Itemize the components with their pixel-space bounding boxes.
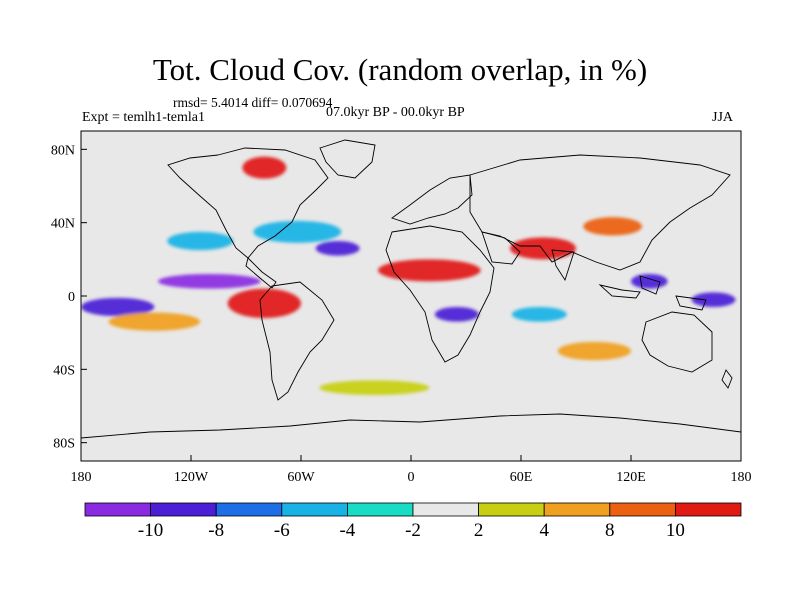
- colorbar-swatch-7: [543, 502, 611, 517]
- x-tick-label-4: 60E: [510, 470, 533, 485]
- colorbar-label-3: -4: [339, 520, 355, 541]
- y-axis: 80N 40N 0 40S 80S: [51, 143, 87, 452]
- colorbar-swatch-2: [215, 502, 283, 517]
- x-tick-label-2: 60W: [287, 470, 315, 485]
- y-tick-label-4: 80S: [53, 437, 75, 452]
- anomaly-region-12: [242, 156, 287, 179]
- colorbar-label-1: -8: [208, 520, 224, 541]
- anomaly-region-11: [691, 292, 736, 307]
- colorbar-swatch-1: [150, 502, 217, 517]
- season-label: JJA: [712, 110, 734, 125]
- colorbar-swatch-8: [609, 502, 676, 517]
- rmsd-diff-label: rmsd= 5.4014 diff= 0.070694: [173, 95, 333, 110]
- colorbar-label-5: 2: [474, 520, 484, 541]
- y-tick-label-2: 0: [68, 290, 75, 305]
- anomaly-region-10: [631, 274, 668, 289]
- map-background: [81, 131, 741, 461]
- colorbar-label-4: -2: [405, 520, 421, 541]
- y-tick-label-3: 40S: [53, 363, 75, 378]
- anomaly-regions: [81, 156, 736, 395]
- colorbar-label-8: 10: [666, 520, 685, 541]
- anomaly-region-4: [167, 231, 234, 251]
- colorbar-label-6: 4: [539, 520, 549, 541]
- colorbar-swatch-4: [346, 502, 414, 517]
- anomaly-region-14: [511, 307, 567, 322]
- x-tick-label-3: 0: [408, 470, 415, 485]
- colorbar-label-0: -10: [138, 520, 163, 541]
- anomaly-region-8: [510, 237, 576, 260]
- experiment-label: Expt = temlh1-temla1: [82, 110, 205, 125]
- anomaly-region-16: [319, 380, 430, 395]
- x-tick-label-0: 180: [71, 470, 92, 485]
- y-tick-label-1: 40N: [51, 217, 75, 232]
- colorbar: -10 -8 -6 -4 -2 2 4 8 10: [84, 502, 742, 541]
- anomaly-region-7: [378, 259, 481, 282]
- chart-title: Tot. Cloud Cov. (random overlap, in %): [152, 52, 648, 87]
- period-label: 07.0kyr BP - 00.0kyr BP: [326, 105, 465, 120]
- colorbar-swatch-5: [412, 502, 479, 517]
- x-tick-label-6: 180: [731, 470, 752, 485]
- x-tick-label-5: 120E: [616, 470, 646, 485]
- anomaly-region-13: [434, 307, 479, 322]
- anomaly-region-9: [583, 217, 643, 236]
- anomaly-region-6: [315, 241, 360, 256]
- y-tick-label-0: 80N: [51, 143, 75, 158]
- colorbar-label-2: -6: [274, 520, 290, 541]
- anomaly-region-3: [108, 312, 201, 331]
- colorbar-swatch-3: [281, 502, 348, 517]
- colorbar-swatch-0: [84, 502, 151, 517]
- colorbar-label-7: 8: [605, 520, 615, 541]
- anomaly-region-0: [158, 274, 261, 289]
- coastlines: [81, 139, 741, 439]
- anomaly-region-15: [557, 341, 631, 361]
- anomaly-region-1: [227, 288, 301, 319]
- x-axis: 180 120W 60W 0 60E 120E 180: [71, 455, 752, 485]
- x-tick-label-1: 120W: [174, 470, 209, 485]
- anomaly-region-2: [81, 297, 155, 317]
- colorbar-swatch-9: [675, 502, 742, 517]
- anomaly-region-5: [253, 220, 342, 243]
- colorbar-swatch-6: [478, 502, 545, 517]
